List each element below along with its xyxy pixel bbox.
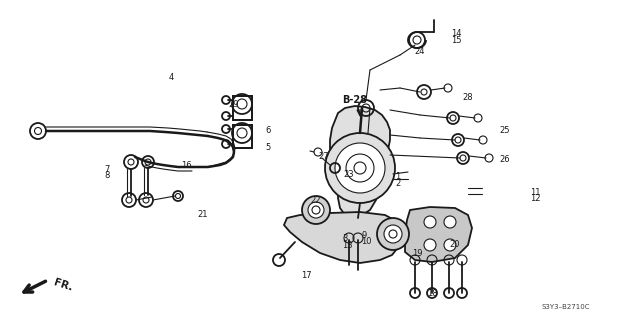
Text: 23: 23 — [343, 170, 354, 179]
Text: 22: 22 — [311, 196, 321, 205]
Text: 12: 12 — [530, 194, 541, 203]
Text: 16: 16 — [181, 161, 191, 170]
Text: 24: 24 — [414, 47, 424, 56]
Polygon shape — [233, 125, 252, 148]
Circle shape — [444, 216, 456, 228]
Text: 3: 3 — [342, 234, 348, 243]
Circle shape — [377, 218, 409, 250]
Text: 2: 2 — [395, 179, 400, 188]
Text: 6: 6 — [265, 126, 270, 135]
Text: 1: 1 — [395, 172, 400, 181]
Text: 26: 26 — [499, 155, 509, 164]
Circle shape — [424, 216, 436, 228]
Text: 5: 5 — [265, 143, 270, 152]
Polygon shape — [330, 106, 390, 218]
Text: 9: 9 — [361, 231, 366, 240]
Circle shape — [325, 133, 395, 203]
Circle shape — [424, 239, 436, 251]
Text: 17: 17 — [301, 271, 311, 280]
Circle shape — [444, 239, 456, 251]
Circle shape — [384, 225, 402, 243]
Text: 20: 20 — [449, 240, 460, 249]
Text: 8: 8 — [104, 171, 110, 180]
Text: 14: 14 — [451, 29, 461, 38]
Text: 4: 4 — [168, 73, 173, 82]
Text: B-28: B-28 — [342, 95, 367, 105]
Text: 28: 28 — [462, 93, 472, 102]
Circle shape — [312, 206, 320, 214]
Text: 25: 25 — [499, 126, 509, 135]
Text: 18: 18 — [427, 289, 437, 298]
Text: 11: 11 — [530, 188, 541, 197]
Text: 27: 27 — [318, 152, 328, 161]
Text: 10: 10 — [361, 237, 371, 246]
Text: 19: 19 — [412, 249, 422, 258]
Circle shape — [308, 202, 324, 218]
Circle shape — [335, 143, 385, 193]
Text: 7: 7 — [104, 165, 110, 174]
Text: 13: 13 — [342, 241, 353, 250]
Text: 29: 29 — [228, 100, 239, 109]
Circle shape — [354, 162, 366, 174]
Text: 15: 15 — [451, 36, 461, 45]
Text: 21: 21 — [198, 210, 208, 219]
Text: FR.: FR. — [52, 277, 74, 293]
Circle shape — [389, 230, 397, 238]
Polygon shape — [233, 96, 252, 120]
Circle shape — [346, 154, 374, 182]
Circle shape — [302, 196, 330, 224]
Text: S3Y3–B2710C: S3Y3–B2710C — [541, 304, 590, 310]
Polygon shape — [405, 207, 472, 262]
Polygon shape — [284, 212, 402, 263]
